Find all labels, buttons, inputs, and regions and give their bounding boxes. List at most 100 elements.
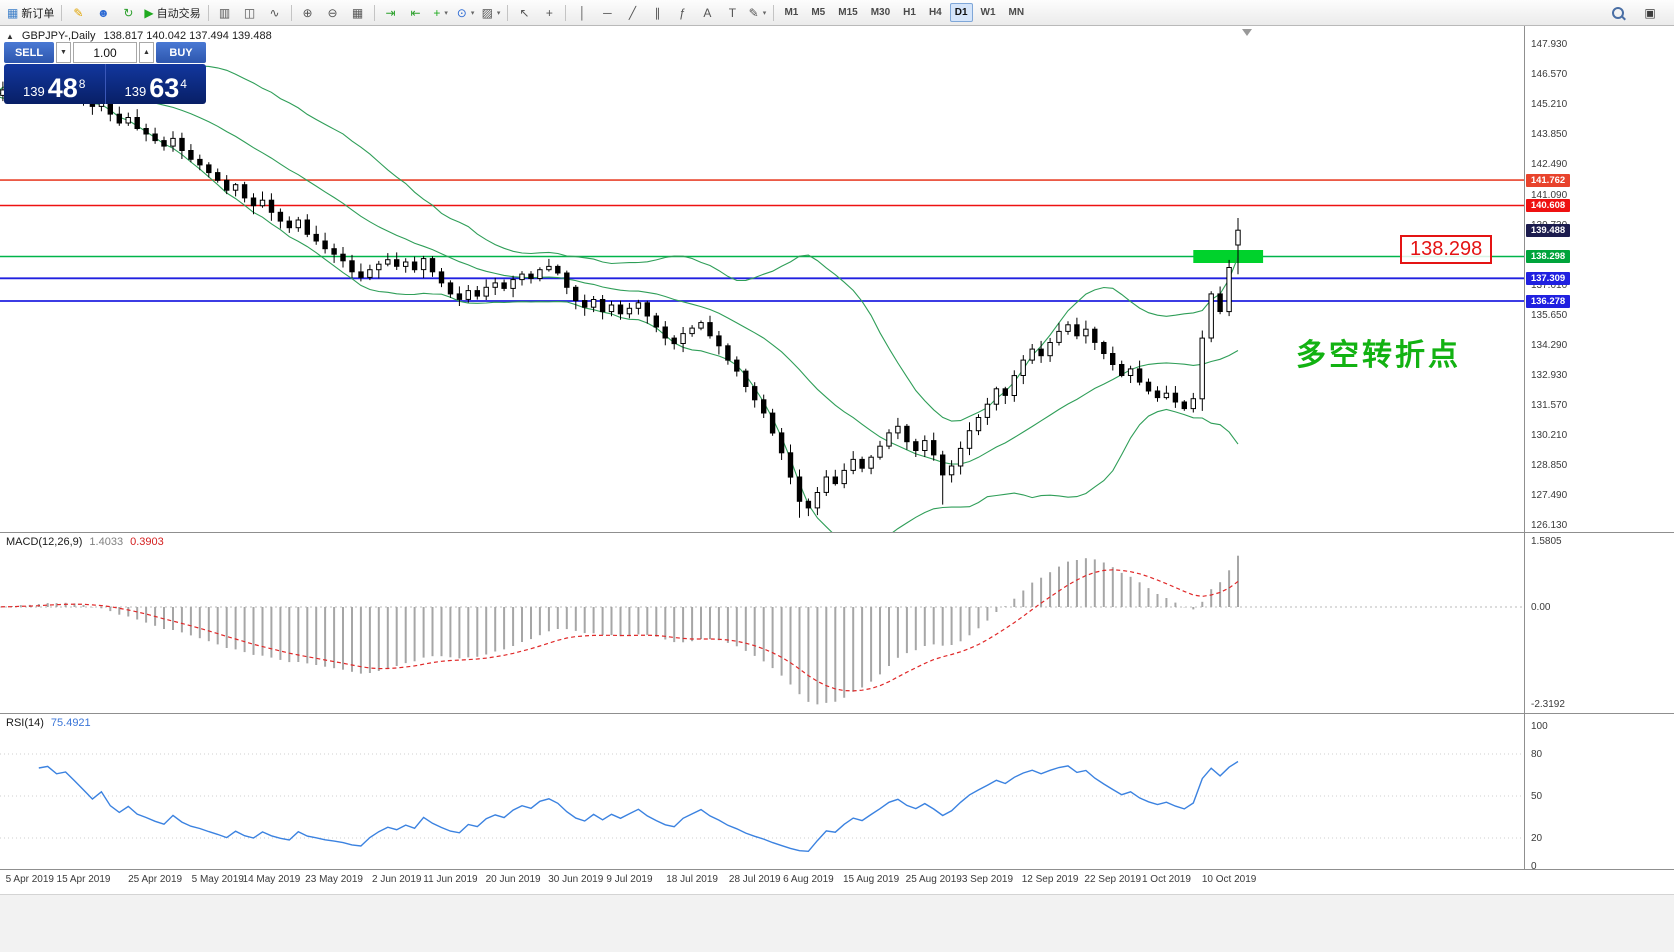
timeframe-d1[interactable]: D1 <box>949 3 973 22</box>
zoom-out-icon[interactable]: ⊖ <box>327 5 338 20</box>
candle-body <box>403 261 409 267</box>
timeframe-m15[interactable]: M15 <box>838 7 858 18</box>
candle-body <box>215 172 221 181</box>
pane-divider[interactable] <box>0 532 1674 533</box>
price-axis-label: 141.090 <box>1531 189 1568 201</box>
timeframe-m30[interactable]: M30 <box>870 7 891 18</box>
candle-body <box>805 500 812 509</box>
chart-shift-icon[interactable]: ⇤ <box>410 5 421 20</box>
bollinger-middle-band <box>0 88 1239 465</box>
macd-pane[interactable]: MACD(12,26,9) 1.4033 0.3903 <box>0 533 1524 713</box>
date-axis-label: 9 Jul 2019 <box>606 874 653 885</box>
main-chart-pane[interactable]: ▲ GBPJPY-,Daily 138.817 140.042 137.494 … <box>0 26 1524 532</box>
candle-body <box>1217 293 1223 312</box>
price-axis-label: 127.490 <box>1531 489 1568 501</box>
rsi-line <box>38 760 1239 853</box>
ask-pipette: 4 <box>180 77 187 91</box>
crosshair-icon[interactable]: + <box>545 5 553 20</box>
rsi-pane[interactable]: RSI(14) 75.4921 <box>0 714 1524 869</box>
candle-body <box>725 345 731 361</box>
indicators-icon[interactable]: + ▾ <box>433 5 448 20</box>
text-icon[interactable]: A <box>703 5 712 20</box>
bar-chart-icon[interactable]: ▥ <box>218 5 231 20</box>
candle-body <box>483 286 489 297</box>
toolbar-separator <box>61 4 63 21</box>
sell-price-button[interactable]: 139 48 8 <box>4 64 106 104</box>
time-axis[interactable]: 5 Apr 2019 15 Apr 2019 25 Apr 2019 5 May 20… <box>0 870 1674 894</box>
candle-body <box>680 333 686 345</box>
candlestick-chart-icon[interactable]: ◫ <box>243 5 256 20</box>
cursor-icon[interactable]: ↖ <box>519 5 530 20</box>
candle-body <box>1074 324 1080 337</box>
rsi-canvas[interactable] <box>0 714 1524 869</box>
candle-body <box>734 359 740 372</box>
rsi-scale-label: 0 <box>1531 861 1537 872</box>
marker-pen-icon[interactable]: ✎ <box>73 5 84 20</box>
horizontal-line-icon[interactable]: ─ <box>603 5 612 20</box>
auto-scroll-icon[interactable]: ⇥ <box>385 5 396 20</box>
new-order-button[interactable]: ▦ 新订单 <box>7 5 55 20</box>
candle-body <box>608 304 615 313</box>
volume-increase-button[interactable]: ▲ <box>139 42 154 63</box>
candle-body <box>582 300 588 308</box>
chevron-down-icon: ▾ <box>496 9 501 17</box>
volume-decrease-button[interactable]: ▼ <box>56 42 71 63</box>
sell-button[interactable]: SELL <box>4 42 54 63</box>
trendline-icon[interactable]: ╱ <box>628 5 637 20</box>
candle-body <box>1002 388 1008 396</box>
date-axis-label: 25 Aug 2019 <box>905 874 962 885</box>
candle-body <box>1101 342 1107 354</box>
level-price-label[interactable]: 138.298 <box>1400 235 1493 264</box>
timeframe-m1[interactable]: M1 <box>784 7 799 18</box>
timeframe-h1[interactable]: H1 <box>903 7 916 18</box>
candle-body <box>197 158 203 166</box>
price-axis[interactable]: 147.930 146.570 145.210 143.850 142.490 141.0… <box>1524 26 1674 872</box>
price-chart-canvas[interactable] <box>0 26 1524 532</box>
candle-body <box>268 199 275 213</box>
chevron-down-icon: ▾ <box>470 9 475 17</box>
timeframe-m5[interactable]: M5 <box>811 7 826 18</box>
shapes-icon[interactable]: ✎ ▾ <box>748 5 767 20</box>
candle-body <box>787 452 794 478</box>
candle-body <box>993 388 1000 405</box>
buy-price-button[interactable]: 139 63 4 <box>105 64 206 104</box>
label-icon[interactable]: T <box>728 5 737 20</box>
search-icon[interactable] <box>1606 3 1630 23</box>
timeframe-h4[interactable]: H4 <box>928 7 942 18</box>
auto-trading-button[interactable]: ▶ 自动交易 <box>144 5 201 20</box>
vertical-line-icon[interactable]: │ <box>578 5 587 20</box>
date-axis-label: 6 Aug 2019 <box>783 874 834 885</box>
refresh-icon[interactable]: ↻ <box>123 5 134 20</box>
candle-body <box>743 370 749 388</box>
panels-icon[interactable]: ▣ <box>1644 5 1656 20</box>
pane-divider[interactable] <box>0 869 1674 870</box>
ask-big-digits: 63 <box>149 73 180 104</box>
toolbar-right: ▣ <box>1606 3 1670 23</box>
tile-windows-icon[interactable]: ▦ <box>351 5 364 20</box>
volume-input[interactable]: 1.00 <box>73 42 137 63</box>
one-click-toggle-icon[interactable]: ▲ <box>6 31 14 41</box>
timeframe-mn[interactable]: MN <box>1008 7 1025 18</box>
candle-body <box>761 399 767 414</box>
zoom-in-icon[interactable]: ⊕ <box>302 5 313 20</box>
timeframe-w1[interactable]: W1 <box>980 7 996 18</box>
date-axis-label: 15 Apr 2019 <box>56 874 111 885</box>
channel-icon[interactable]: ∥ <box>654 5 661 20</box>
line-chart-icon[interactable]: ∿ <box>269 5 280 20</box>
bollinger-lower-band <box>0 95 1239 532</box>
rsi-scale-label: 50 <box>1531 791 1543 802</box>
date-axis-label: 15 Aug 2019 <box>843 874 900 885</box>
periods-icon[interactable]: ⊙ ▾ <box>456 5 475 20</box>
pane-divider[interactable] <box>0 713 1674 714</box>
candle-body <box>778 432 785 454</box>
bid-big-digits: 48 <box>47 73 78 104</box>
turning-point-note[interactable]: 多空转折点 <box>1296 339 1461 372</box>
fibonacci-icon[interactable]: ƒ <box>679 5 686 20</box>
date-axis-label: 14 May 2019 <box>242 874 301 885</box>
community-icon[interactable]: ☻ <box>97 5 110 20</box>
templates-icon[interactable]: ▨ ▾ <box>481 5 501 20</box>
buy-button[interactable]: BUY <box>156 42 206 63</box>
candle-body <box>1181 401 1187 410</box>
macd-canvas[interactable] <box>0 533 1524 713</box>
